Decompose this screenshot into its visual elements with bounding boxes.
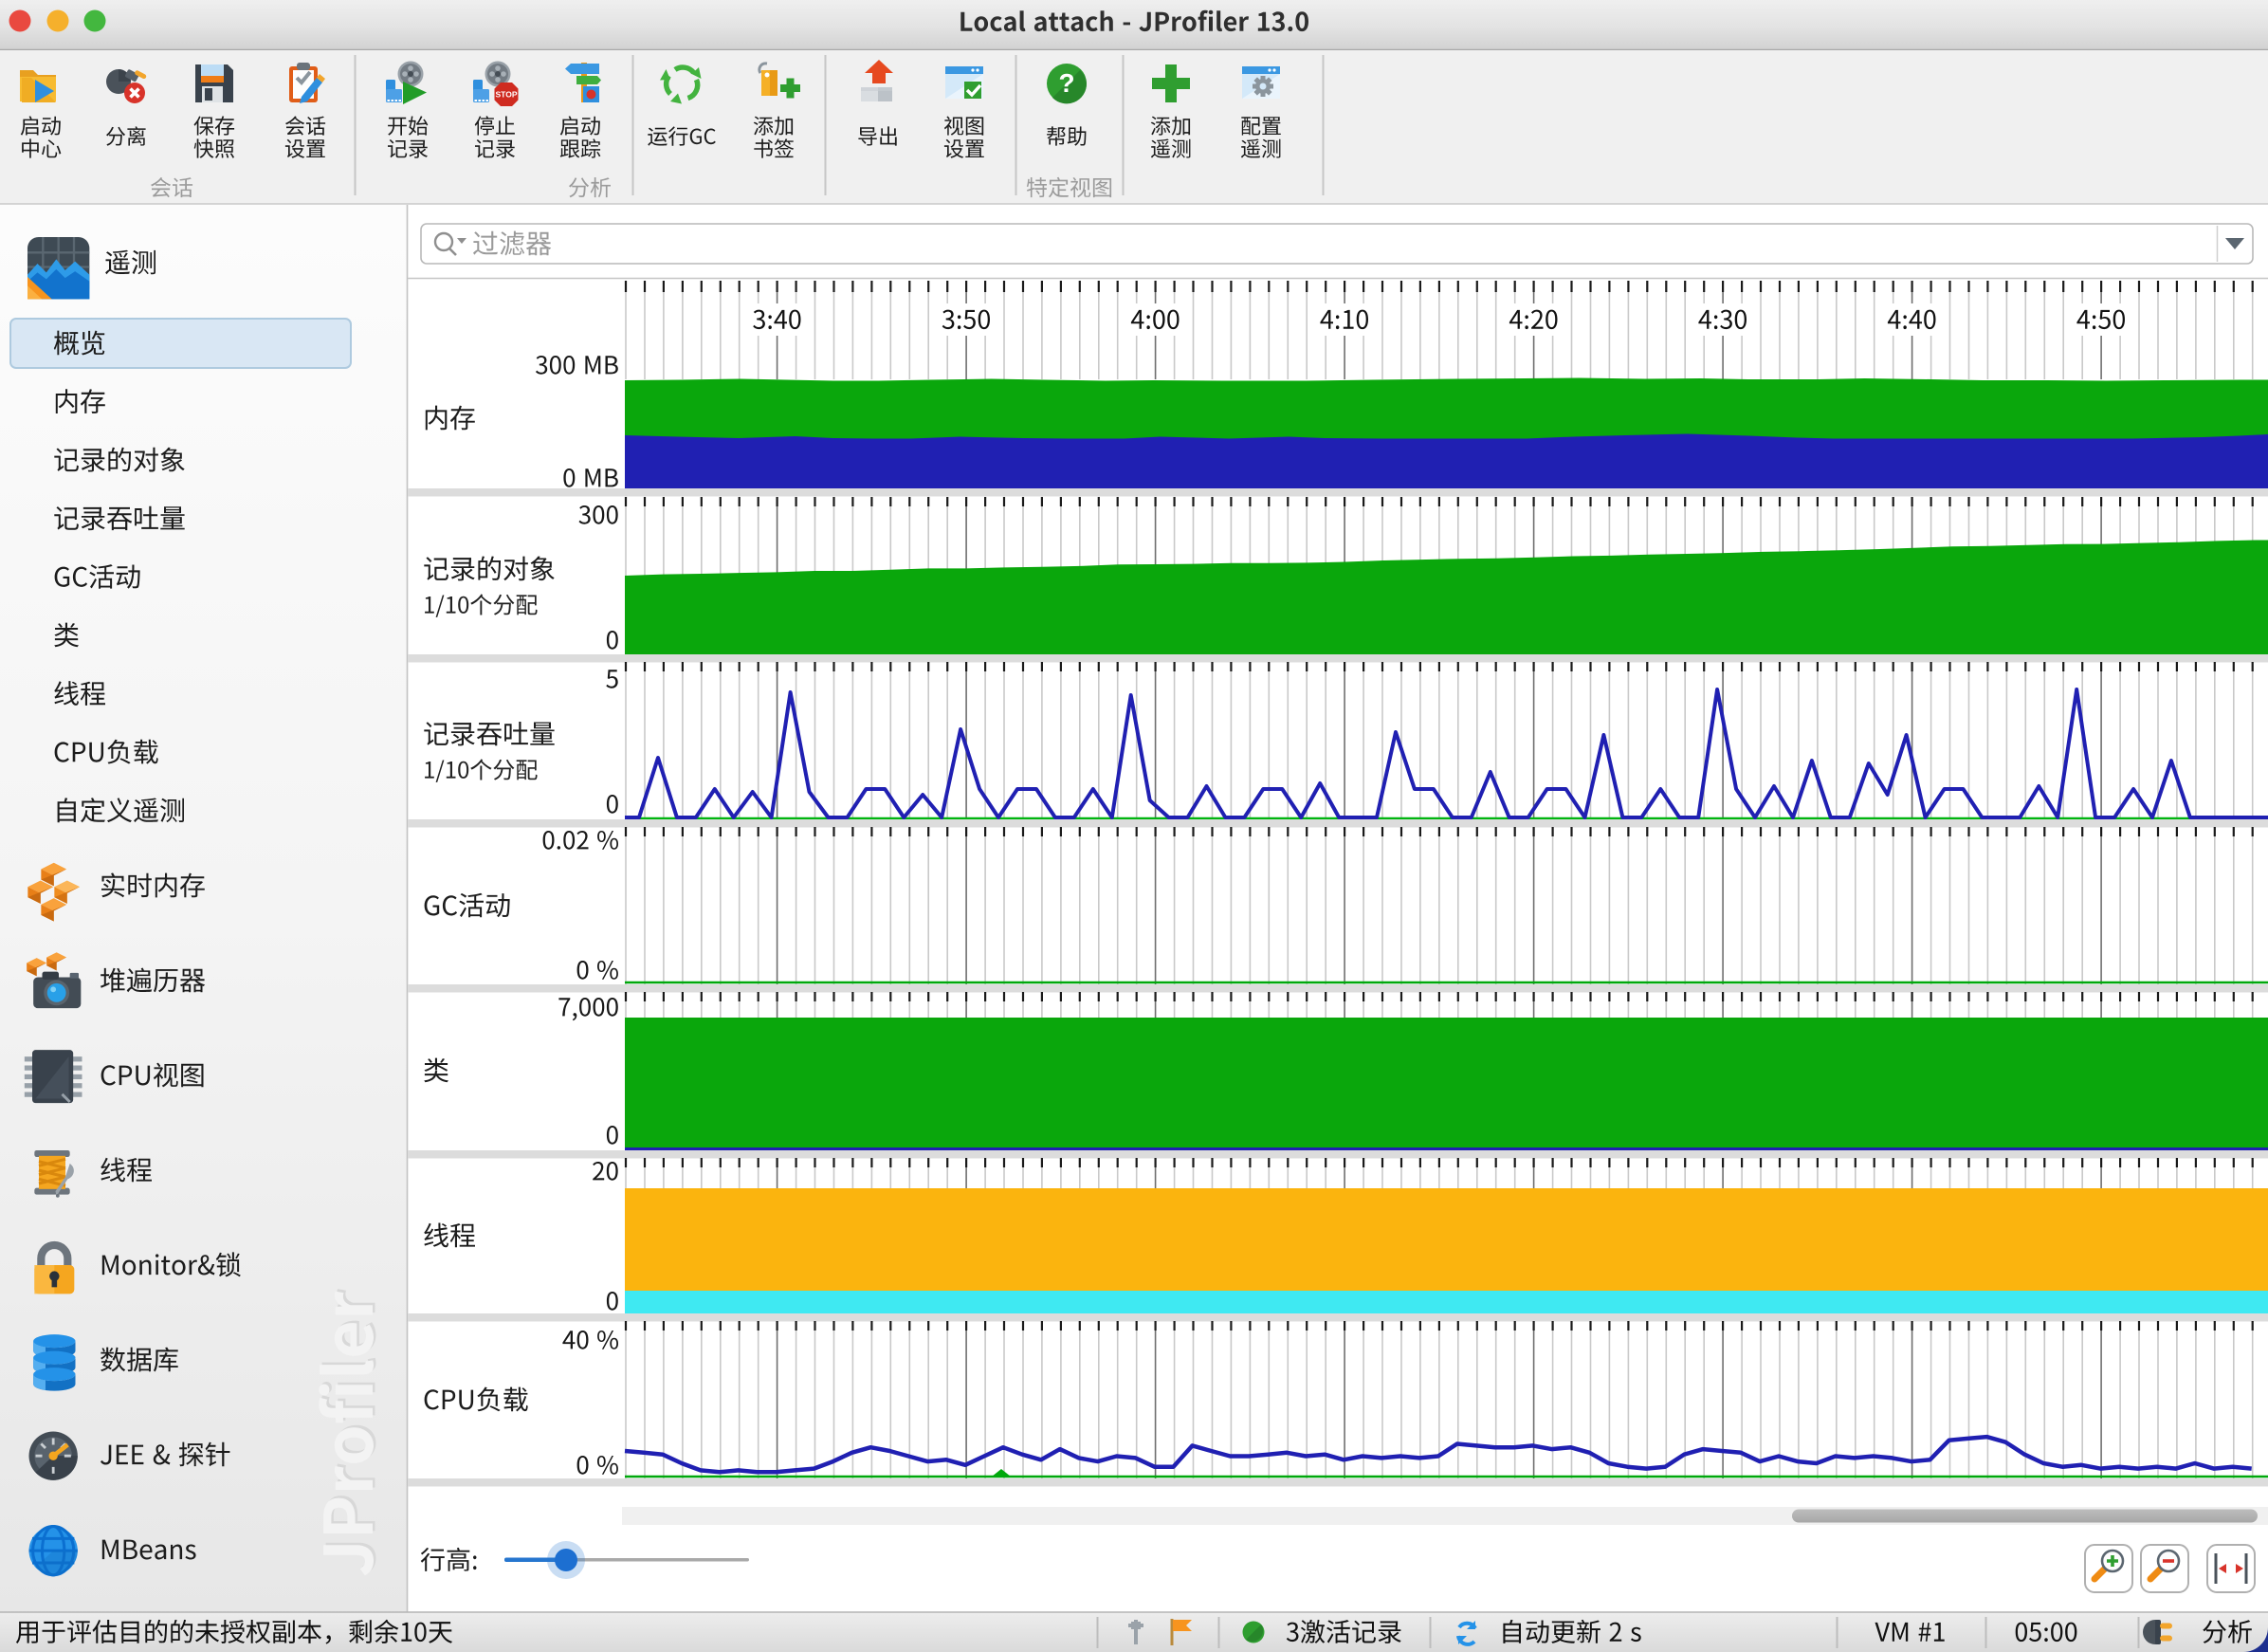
svg-text:?: ?	[1058, 68, 1074, 98]
svg-text:STOP: STOP	[496, 90, 518, 100]
